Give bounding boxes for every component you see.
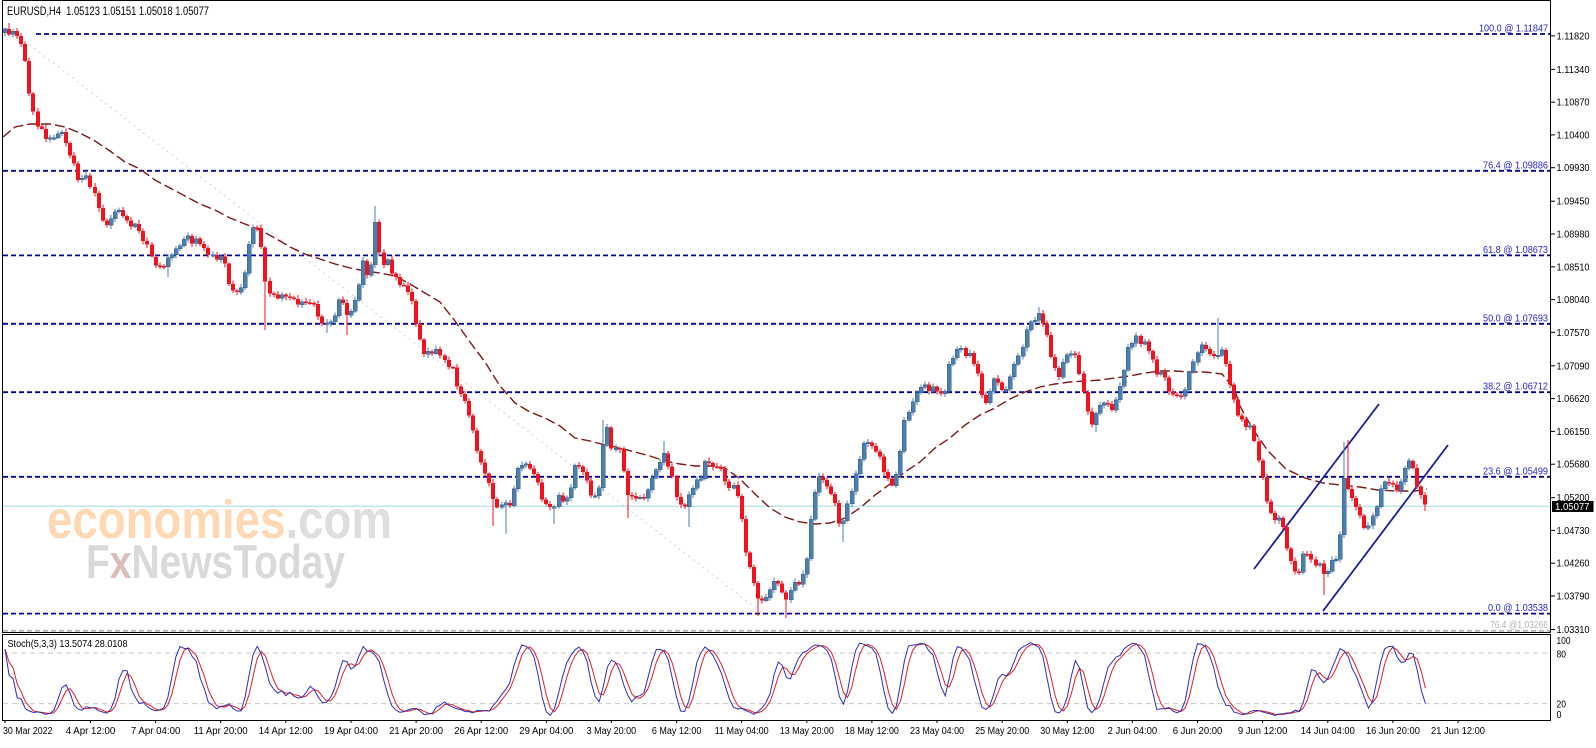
svg-text:1.08510: 1.08510 xyxy=(1557,262,1590,273)
svg-text:1.05077: 1.05077 xyxy=(1555,502,1590,513)
svg-text:1.10870: 1.10870 xyxy=(1557,98,1590,109)
svg-text:76.4 @ 1.09886: 76.4 @ 1.09886 xyxy=(1483,159,1548,171)
svg-text:30 May 12:00: 30 May 12:00 xyxy=(1040,726,1094,737)
svg-text:76.4 @1.03266: 76.4 @1.03266 xyxy=(1490,619,1548,631)
svg-text:19 Apr 04:00: 19 Apr 04:00 xyxy=(324,726,378,737)
svg-text:1.06620: 1.06620 xyxy=(1557,394,1590,405)
svg-text:1.10400: 1.10400 xyxy=(1557,130,1590,141)
svg-text:1.07090: 1.07090 xyxy=(1557,361,1590,372)
svg-text:26 Apr 12:00: 26 Apr 12:00 xyxy=(454,726,508,737)
svg-text:80: 80 xyxy=(1557,649,1567,660)
svg-text:21 Jun 12:00: 21 Jun 12:00 xyxy=(1431,726,1485,737)
svg-text:EURUSD,H4 1.05123 1.05151 1.0: EURUSD,H4 1.05123 1.05151 1.05018 1.0507… xyxy=(7,4,209,18)
svg-text:7 Apr 04:00: 7 Apr 04:00 xyxy=(131,726,181,737)
svg-text:11 May 04:00: 11 May 04:00 xyxy=(715,726,769,737)
svg-text:4 Apr 12:00: 4 Apr 12:00 xyxy=(66,726,116,737)
svg-text:16 Jun 20:00: 16 Jun 20:00 xyxy=(1366,726,1420,737)
svg-text:3 May 20:00: 3 May 20:00 xyxy=(587,726,637,737)
svg-text:29 Apr 04:00: 29 Apr 04:00 xyxy=(519,726,573,737)
svg-text:18 May 12:00: 18 May 12:00 xyxy=(845,726,899,737)
svg-text:1.04730: 1.04730 xyxy=(1557,526,1590,537)
svg-text:30 Mar 2022: 30 Mar 2022 xyxy=(3,726,53,737)
svg-text:9 Jun 12:00: 9 Jun 12:00 xyxy=(1238,726,1288,737)
svg-text:20: 20 xyxy=(1557,700,1567,711)
svg-text:23.6 @ 1.05499: 23.6 @ 1.05499 xyxy=(1483,465,1548,477)
svg-text:25 May 20:00: 25 May 20:00 xyxy=(975,726,1029,737)
svg-text:6 Jun 20:00: 6 Jun 20:00 xyxy=(1173,726,1223,737)
svg-text:Stoch(5,3,3) 13.5074 28.0108: Stoch(5,3,3) 13.5074 28.0108 xyxy=(8,638,128,650)
svg-text:1.11820: 1.11820 xyxy=(1557,31,1590,42)
svg-text:38.2 @ 1.06712: 38.2 @ 1.06712 xyxy=(1483,381,1548,393)
svg-text:1.09450: 1.09450 xyxy=(1557,197,1590,208)
svg-text:1.11340: 1.11340 xyxy=(1557,65,1590,76)
svg-text:11 Apr 20:00: 11 Apr 20:00 xyxy=(194,726,248,737)
svg-text:1.09930: 1.09930 xyxy=(1557,163,1590,174)
svg-text:1.05200: 1.05200 xyxy=(1557,493,1590,504)
svg-text:21 Apr 20:00: 21 Apr 20:00 xyxy=(389,726,443,737)
svg-text:0.0 @ 1.03538: 0.0 @ 1.03538 xyxy=(1488,602,1548,614)
svg-text:economies.com: economies.com xyxy=(47,490,392,550)
svg-text:FxNewsToday: FxNewsToday xyxy=(86,535,345,588)
svg-text:1.05680: 1.05680 xyxy=(1557,460,1590,471)
svg-text:1.07570: 1.07570 xyxy=(1557,328,1590,339)
svg-text:1.03310: 1.03310 xyxy=(1557,625,1590,636)
svg-text:1.04260: 1.04260 xyxy=(1557,559,1590,570)
svg-text:14 Apr 12:00: 14 Apr 12:00 xyxy=(259,726,313,737)
svg-text:6 May 12:00: 6 May 12:00 xyxy=(652,726,702,737)
svg-text:50.0 @ 1.07693: 50.0 @ 1.07693 xyxy=(1483,312,1548,324)
svg-text:100: 100 xyxy=(1557,636,1571,647)
svg-text:13 May 20:00: 13 May 20:00 xyxy=(780,726,834,737)
svg-text:1.03790: 1.03790 xyxy=(1557,592,1590,603)
svg-text:0: 0 xyxy=(1557,710,1562,721)
svg-text:1.06150: 1.06150 xyxy=(1557,427,1590,438)
svg-text:100.0 @ 1.11847: 100.0 @ 1.11847 xyxy=(1479,23,1548,35)
svg-text:23 May 04:00: 23 May 04:00 xyxy=(910,726,964,737)
svg-text:2 Jun 04:00: 2 Jun 04:00 xyxy=(1108,726,1158,737)
svg-text:61.8 @ 1.08673: 61.8 @ 1.08673 xyxy=(1483,244,1548,256)
svg-text:1.08980: 1.08980 xyxy=(1557,230,1590,241)
svg-text:1.08040: 1.08040 xyxy=(1557,295,1590,306)
svg-text:14 Jun 04:00: 14 Jun 04:00 xyxy=(1301,726,1355,737)
